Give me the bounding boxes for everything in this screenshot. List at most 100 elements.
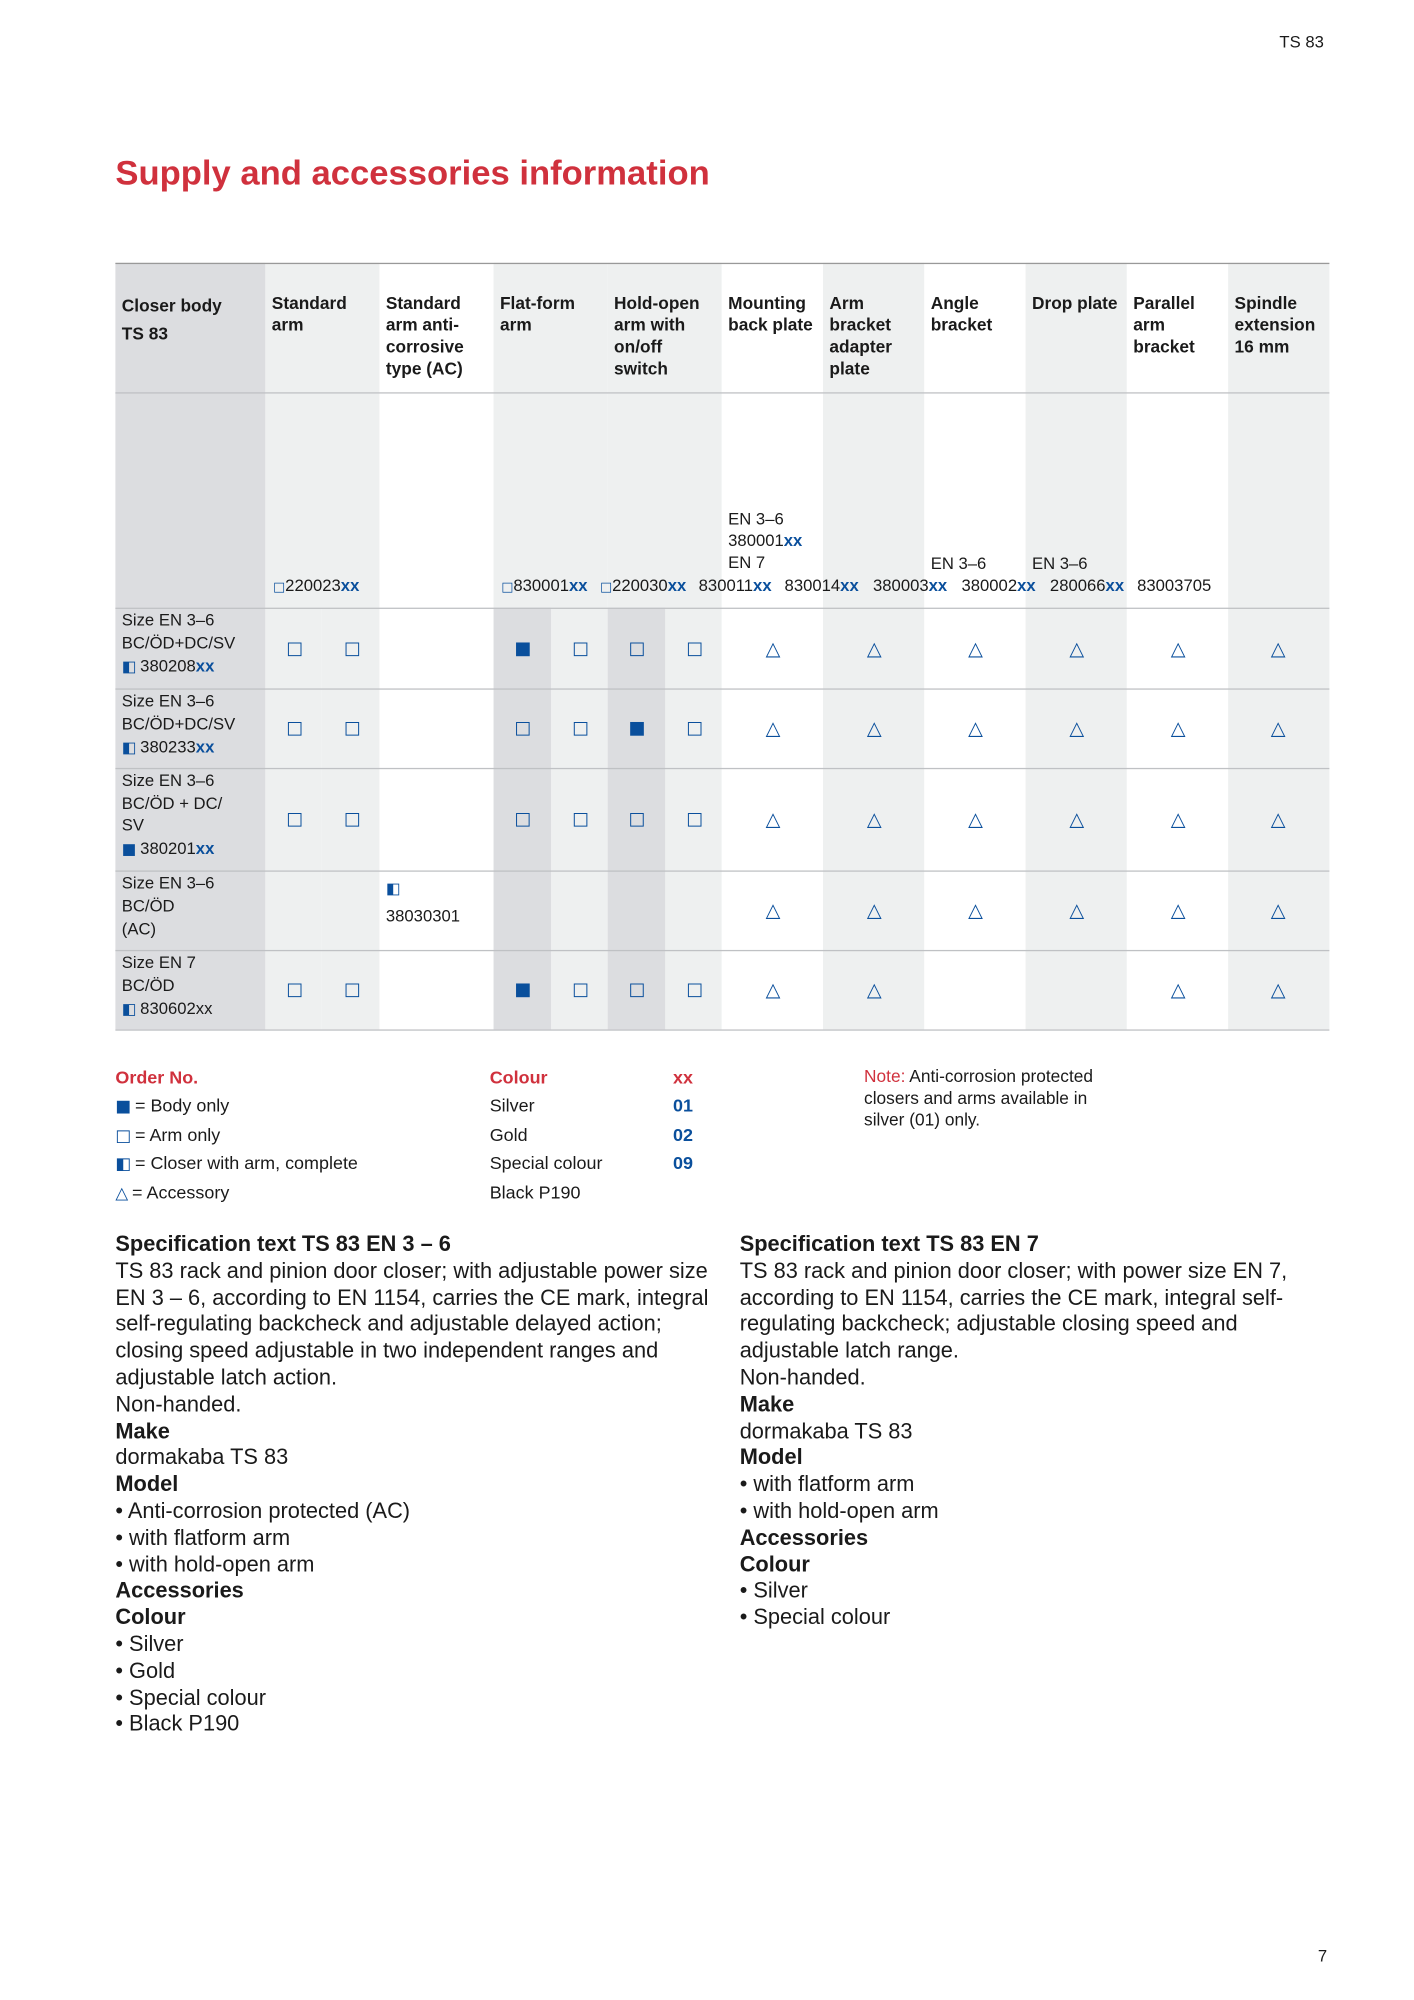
header-cell-bg [265, 262, 380, 608]
spec-line: TS 83 rack and pinion door closer; with … [115, 1258, 709, 1390]
legend-text: = Closer with arm, complete [134, 1152, 358, 1174]
part-number: 280066xx [1050, 576, 1124, 595]
column-bg [721, 607, 824, 1030]
spec-line: • Silver [115, 1631, 184, 1657]
spec-column: Specification text TS 83 EN 7 TS 83 rack … [740, 1232, 1310, 1632]
spec-line: • with flatform arm [115, 1525, 291, 1550]
row-label-line: BC/ÖD + DC/ [121, 792, 223, 813]
cell-symbol: □ [344, 979, 362, 1000]
header-line: adapter [829, 337, 892, 357]
row-suffix: xx [195, 737, 215, 757]
column-bg [665, 607, 722, 1030]
part-code: 280066 [1049, 575, 1106, 595]
row-label-line: Size EN 3–6 [121, 770, 215, 790]
legend-symbol: △ [115, 1184, 129, 1204]
row-label-line: BC/ÖD+DC/SV [121, 633, 236, 653]
column-bg [1228, 607, 1330, 1030]
column-bg [493, 607, 552, 1030]
legend-item: □ = Arm only [115, 1124, 220, 1146]
colour-name: Gold [489, 1123, 528, 1145]
row-label-line: Size EN 3–6 [121, 690, 215, 711]
column-bg [551, 607, 608, 1030]
cell-symbol: △ [866, 898, 882, 922]
spec-line: TS 83 rack and pinion door closer; with … [739, 1258, 1288, 1363]
column-bg [379, 607, 494, 1030]
cell-symbol: △ [1170, 636, 1186, 660]
part-code: 380002 [961, 575, 1018, 595]
table-rule [115, 949, 1330, 952]
legend-item: ◧ = Closer with arm, complete [115, 1153, 358, 1175]
spec-line: dormakaba TS 83 [739, 1418, 913, 1443]
cell-symbol: △ [1170, 978, 1186, 1002]
cell-symbol: ■ [628, 717, 646, 739]
part-number: 380003xx [873, 576, 947, 595]
part-number: 830014xx [785, 576, 859, 595]
spec-line: • Black P190 [115, 1711, 240, 1737]
header-cell-bg [1126, 262, 1229, 608]
header-line: TS 83 [121, 324, 168, 344]
cell-symbol: □ [686, 979, 704, 1000]
part-code: 830014 [784, 575, 841, 595]
note-text: Anti-corrosion protected closers and arm… [864, 1066, 1094, 1130]
part-number: □830001xx [501, 576, 587, 595]
cell-symbol: □ [686, 808, 704, 830]
part-suffix: xx [840, 575, 859, 595]
header-cell-bg [1228, 262, 1330, 608]
spec-heading: Model [739, 1445, 803, 1470]
colour-heading: Colour [489, 1066, 548, 1088]
part-number: 380002xx [961, 576, 1035, 595]
column-bg [265, 607, 322, 1030]
cell-symbol: □ [344, 717, 362, 739]
cell-symbol: □ [514, 808, 532, 830]
spec-line: Non-handed. [739, 1365, 866, 1390]
row-label: Size EN 3–6 BC/ÖD (AC) [122, 872, 215, 941]
cell-symbol: △ [968, 716, 983, 740]
cell-note: 38030301 [385, 906, 461, 926]
part-suffix: xx [928, 575, 948, 595]
row-code: 380201 [140, 837, 196, 857]
cell-symbol: △ [1270, 636, 1286, 660]
header-line: bracket [1133, 337, 1195, 357]
column-bg [1025, 607, 1127, 1030]
cell-symbol: △ [1069, 636, 1085, 660]
header-cell-bg [823, 262, 925, 608]
spec-line: • Anti-corrosion protected (AC) [115, 1498, 411, 1523]
variant-label: EN 3–6 [728, 509, 784, 528]
spec-heading: Make [739, 1391, 795, 1417]
cell-symbol: △ [1170, 807, 1186, 831]
row-order-no: ◧ 830602xx [122, 997, 213, 1020]
table-rule [115, 607, 1330, 609]
colour-code: 02 [673, 1123, 693, 1145]
variant-text: 380001 [728, 530, 784, 550]
part-symbol: □ [501, 580, 514, 595]
cell-symbol: △ [1270, 978, 1286, 1002]
row-symbol: ◧ [121, 657, 137, 676]
header-cell: Closer body TS 83 [122, 292, 222, 348]
cell-symbol: △ [1069, 898, 1085, 922]
row-code: 380208 [140, 656, 196, 676]
variant-label: EN 7 [728, 553, 765, 572]
colour-name: Special colour [489, 1152, 603, 1174]
part-number: 830011xx [699, 576, 772, 595]
spec-line: • Special colour [739, 1605, 891, 1630]
header-cell-bg [493, 262, 608, 608]
header-cell-bg [721, 262, 824, 608]
cell-symbol: △ [968, 898, 983, 922]
header-line: Parallel [1133, 293, 1195, 313]
legend-symbol: □ [115, 1126, 132, 1146]
row-label-line: (AC) [121, 919, 157, 939]
cell-symbol: △ [1170, 716, 1186, 740]
variant-label: EN 3–6 [1032, 554, 1088, 573]
table-rule [115, 688, 1330, 690]
spec-heading: Colour [115, 1605, 186, 1630]
cell-symbol: △ [765, 716, 781, 740]
header-line: corrosive [385, 337, 464, 357]
cell-symbol: □ [572, 808, 590, 830]
legend-heading: Order No. [115, 1066, 199, 1088]
cell-symbol: △ [1270, 716, 1286, 740]
part-suffix: xx [340, 575, 360, 595]
header-line: arm [499, 315, 532, 335]
cell-symbol: △ [968, 807, 983, 831]
part-suffix: xx [667, 575, 687, 595]
variant-text: EN 3–6 [728, 508, 784, 529]
